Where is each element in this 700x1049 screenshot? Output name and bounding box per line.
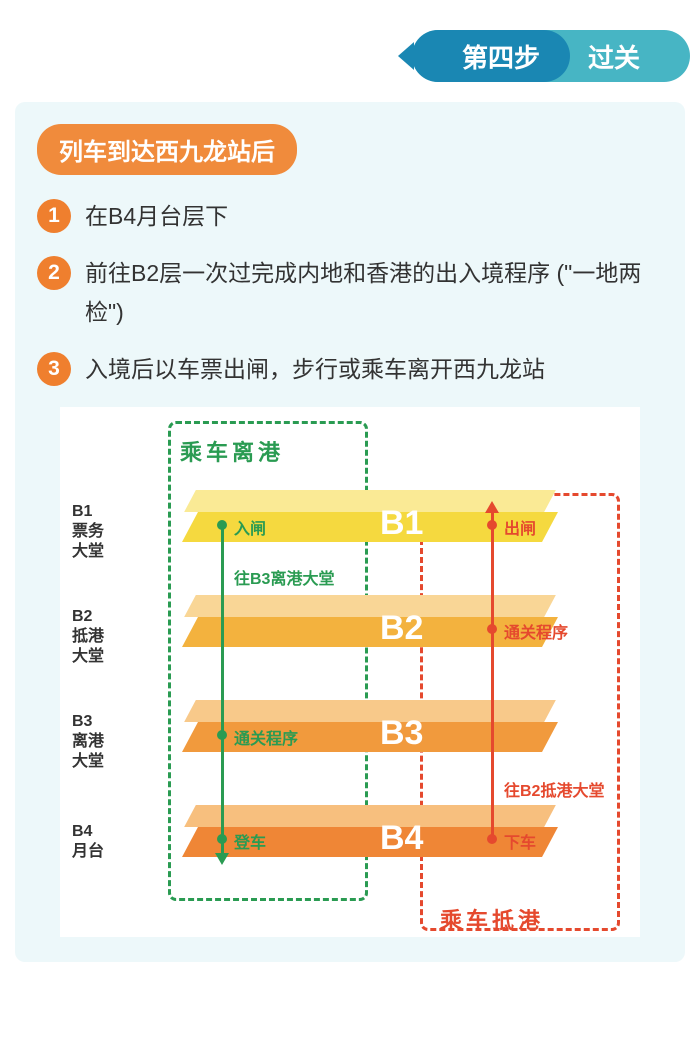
step-number: 2 [37, 256, 71, 290]
departure-title: 乘车离港 [180, 435, 284, 467]
step-row: 1 在B4月台层下 [37, 197, 663, 236]
floor-code: B4 [380, 819, 423, 858]
flow-line [491, 511, 494, 839]
flow-mid-label: 往B2抵港大堂 [504, 777, 604, 801]
floor-code: B1 [380, 504, 423, 543]
content-panel: 列车到达西九龙站后 1 在B4月台层下 2 前往B2层一次过完成内地和香港的出入境程序… [15, 102, 685, 962]
floor-body [182, 617, 558, 647]
station-diagram: 乘车离港乘车抵港 B1票务大堂 B2抵港大堂 B3离港大堂 B4月台 B1 B2 B3 B4 入闸… [60, 407, 640, 937]
step-badge: 第四步 [412, 30, 570, 82]
step-row: 3 入境后以车票出闸，步行或乘车离开西九龙站 [37, 350, 663, 389]
step-number: 3 [37, 352, 71, 386]
floor-code: B3 [380, 714, 423, 753]
steps-list: 1 在B4月台层下 2 前往B2层一次过完成内地和香港的出入境程序 ("一地两检") 3… [37, 197, 663, 389]
arrow-head-icon [485, 501, 499, 513]
header-pill: 第四步 过关 [412, 30, 690, 82]
level-label: B3离港大堂 [72, 712, 104, 772]
floor-top [184, 700, 556, 722]
floor-code: B2 [380, 609, 423, 648]
step-text: 前往B2层一次过完成内地和香港的出入境程序 ("一地两检") [85, 254, 663, 332]
floor-top [184, 805, 556, 827]
step-row: 2 前往B2层一次过完成内地和香港的出入境程序 ("一地两检") [37, 254, 663, 332]
step-text: 入境后以车票出闸，步行或乘车离开西九龙站 [85, 350, 545, 389]
header: 第四步 过关 [0, 0, 700, 102]
arrow-head-icon [215, 853, 229, 865]
arrival-title: 乘车抵港 [440, 903, 544, 935]
flow-mid-label: 往B3离港大堂 [234, 565, 334, 589]
flow-dot-label: 出闸 [504, 515, 536, 539]
floor-top [184, 490, 556, 512]
level-label: B1票务大堂 [72, 502, 104, 562]
step-number: 1 [37, 199, 71, 233]
section-title-pill: 列车到达西九龙站后 [37, 124, 297, 175]
flow-dot-label: 通关程序 [234, 725, 298, 749]
flow-dot-label: 通关程序 [504, 619, 568, 643]
flow-dot-label: 登车 [234, 829, 266, 853]
flow-dot-label: 下车 [504, 829, 536, 853]
flow-dot-label: 入闸 [234, 515, 266, 539]
floor-top [184, 595, 556, 617]
flow-line [221, 525, 224, 855]
level-label: B4月台 [72, 822, 104, 862]
step-text: 在B4月台层下 [85, 197, 228, 236]
step-title: 过关 [588, 38, 640, 75]
level-label: B2抵港大堂 [72, 607, 104, 667]
